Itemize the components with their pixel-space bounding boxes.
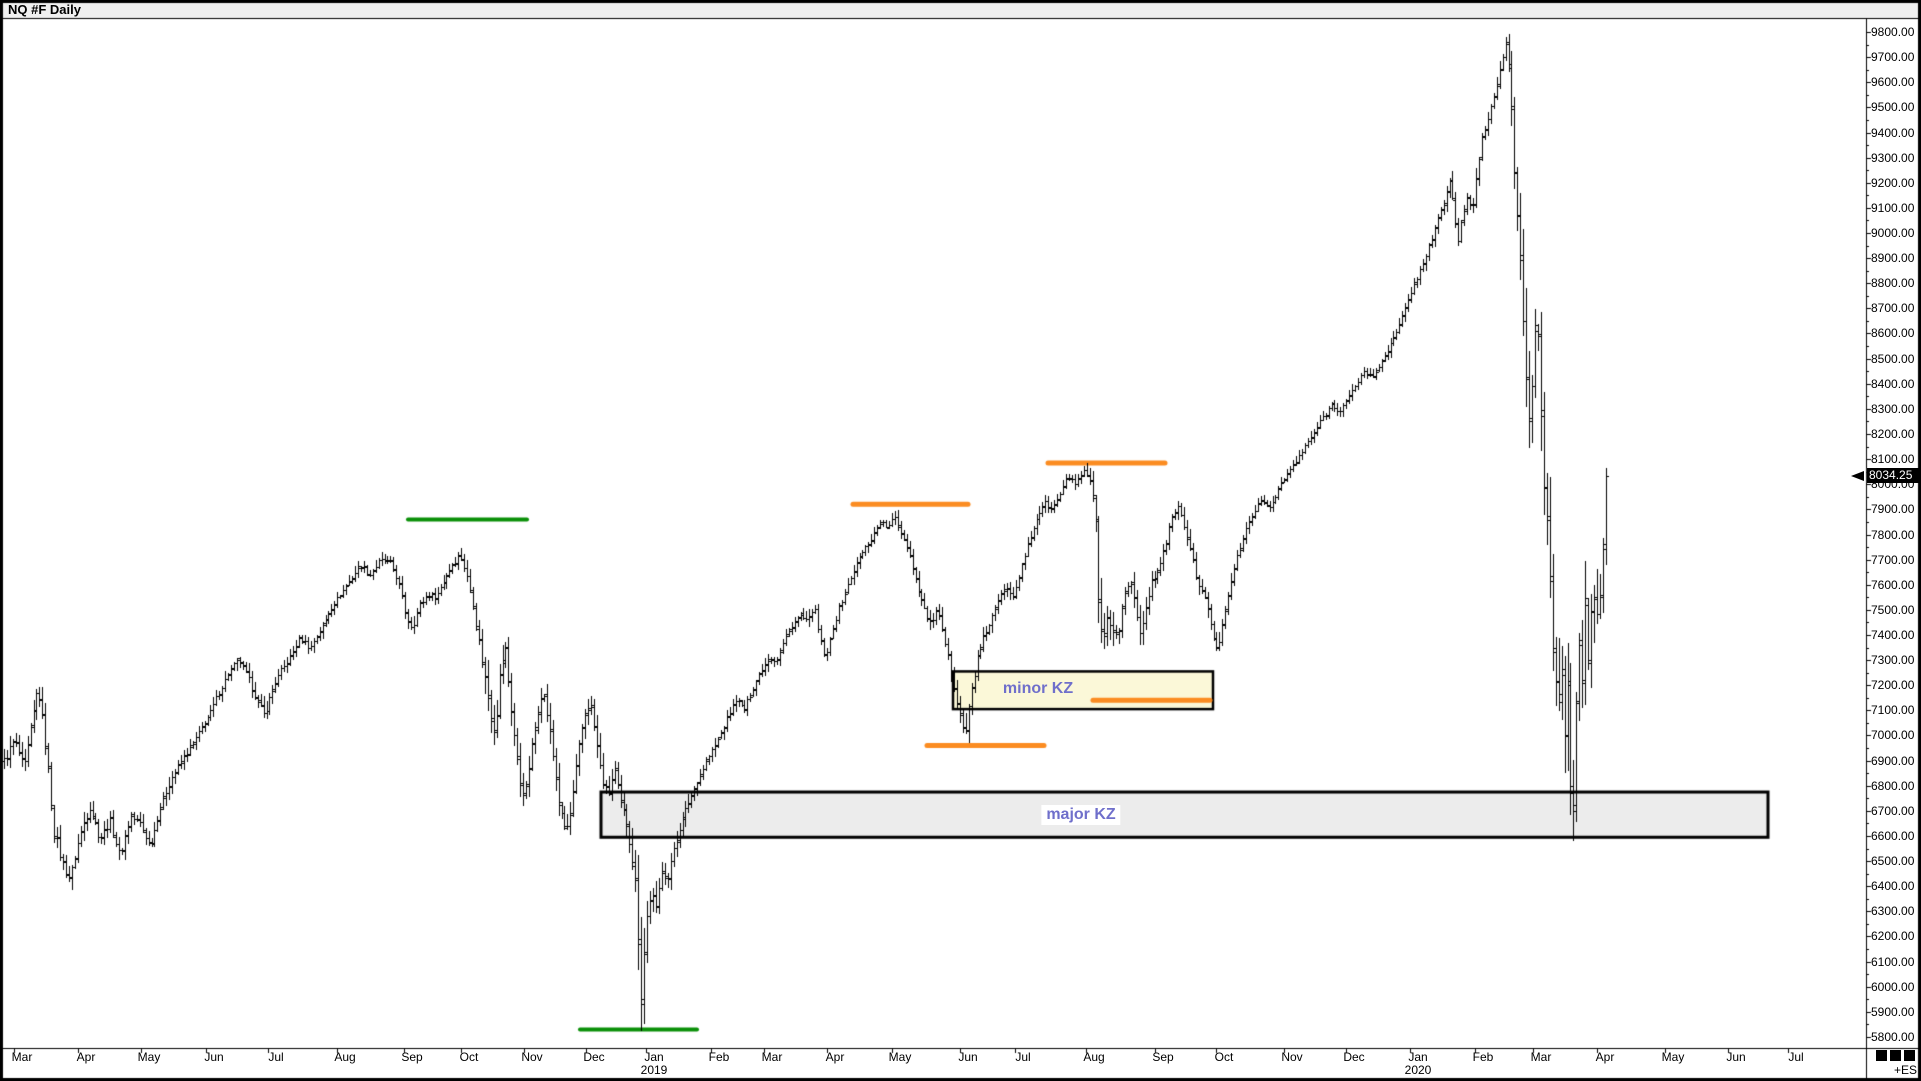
price-axis-label: 8800.00	[1871, 276, 1915, 290]
price-axis-label: 7800.00	[1871, 528, 1915, 542]
price-axis-label: 7100.00	[1871, 703, 1915, 717]
month-label: Feb	[1472, 1050, 1494, 1064]
month-label: May	[1661, 1050, 1685, 1064]
month-label: Mar	[11, 1050, 33, 1064]
price-axis-label: 6400.00	[1871, 879, 1915, 893]
price-axis-label: 9100.00	[1871, 201, 1915, 215]
month-label: Jul	[1015, 1050, 1031, 1064]
price-axis-label: 8600.00	[1871, 326, 1915, 340]
price-axis-label: 7400.00	[1871, 628, 1915, 642]
minor-kz-label[interactable]: minor KZ	[1002, 680, 1074, 697]
square-icon	[1890, 1050, 1901, 1061]
month-label: Dec	[1343, 1050, 1365, 1064]
linked-symbol-label: +ES	[1893, 1063, 1917, 1077]
price-axis-label: 5900.00	[1871, 1005, 1915, 1019]
month-label: Sep	[401, 1050, 423, 1064]
square-icon	[1876, 1050, 1887, 1061]
price-axis-label: 8700.00	[1871, 301, 1915, 315]
price-axis-label: 6800.00	[1871, 779, 1915, 793]
month-label: Mar	[761, 1050, 783, 1064]
price-axis-label: 9200.00	[1871, 176, 1915, 190]
month-label: Sep	[1152, 1050, 1174, 1064]
price-axis-label: 8200.00	[1871, 427, 1915, 441]
month-label: Dec	[583, 1050, 605, 1064]
month-label: Apr	[76, 1050, 96, 1064]
price-axis-label: 7200.00	[1871, 678, 1915, 692]
month-year-label: Jan 2020	[1404, 1050, 1432, 1077]
price-axis-label: 9800.00	[1871, 25, 1915, 39]
price-axis-label: 6000.00	[1871, 980, 1915, 994]
current-price-arrow-icon	[1851, 471, 1864, 481]
price-axis-label: 9500.00	[1871, 100, 1915, 114]
price-axis-label: 7900.00	[1871, 502, 1915, 516]
price-axis-label: 8300.00	[1871, 402, 1915, 416]
month-label: Feb	[708, 1050, 730, 1064]
month-label: Aug	[334, 1050, 356, 1064]
month-label: Jun	[204, 1050, 224, 1064]
price-axis-label: 9000.00	[1871, 226, 1915, 240]
month-label: Jun	[1726, 1050, 1746, 1064]
month-label: Nov	[1281, 1050, 1303, 1064]
month-year-label: Jan 2019	[640, 1050, 668, 1077]
price-axis-label: 7000.00	[1871, 728, 1915, 742]
month-label: Jul	[1788, 1050, 1804, 1064]
price-axis-label: 5800.00	[1871, 1030, 1915, 1044]
price-axis-label: 7700.00	[1871, 553, 1915, 567]
month-label: Jul	[268, 1050, 284, 1064]
price-axis-label: 8400.00	[1871, 377, 1915, 391]
month-label: Mar	[1530, 1050, 1552, 1064]
month-label: Apr	[1595, 1050, 1615, 1064]
price-axis-label: 8900.00	[1871, 251, 1915, 265]
price-axis-label: 9600.00	[1871, 75, 1915, 89]
month-label: Nov	[521, 1050, 543, 1064]
price-axis-label: 7500.00	[1871, 603, 1915, 617]
month-label: Jun	[958, 1050, 978, 1064]
price-axis-label: 9300.00	[1871, 151, 1915, 165]
price-axis-label: 9700.00	[1871, 50, 1915, 64]
price-axis-label: 6700.00	[1871, 804, 1915, 818]
square-icon	[1904, 1050, 1915, 1061]
status-squares	[1876, 1050, 1915, 1061]
month-label: Apr	[825, 1050, 845, 1064]
major-kz-label[interactable]: major KZ	[1041, 805, 1121, 825]
price-axis-label: 7300.00	[1871, 653, 1915, 667]
price-axis-label: 8500.00	[1871, 352, 1915, 366]
page-title: NQ #F Daily	[8, 2, 81, 17]
month-label: Oct	[1214, 1050, 1234, 1064]
price-axis-label: 6500.00	[1871, 854, 1915, 868]
price-axis-label: 6600.00	[1871, 829, 1915, 843]
price-axis-label: 7600.00	[1871, 578, 1915, 592]
price-axis-label: 6300.00	[1871, 904, 1915, 918]
price-axis-label: 6900.00	[1871, 754, 1915, 768]
price-axis-label: 9400.00	[1871, 126, 1915, 140]
month-label: Aug	[1083, 1050, 1105, 1064]
month-label: Oct	[459, 1050, 479, 1064]
month-label: May	[888, 1050, 912, 1064]
price-axis-label: 8100.00	[1871, 452, 1915, 466]
price-axis-label: 6100.00	[1871, 955, 1915, 969]
price-axis-label: 6200.00	[1871, 929, 1915, 943]
month-label: May	[137, 1050, 161, 1064]
current-price-badge: 8034.25	[1867, 468, 1921, 483]
